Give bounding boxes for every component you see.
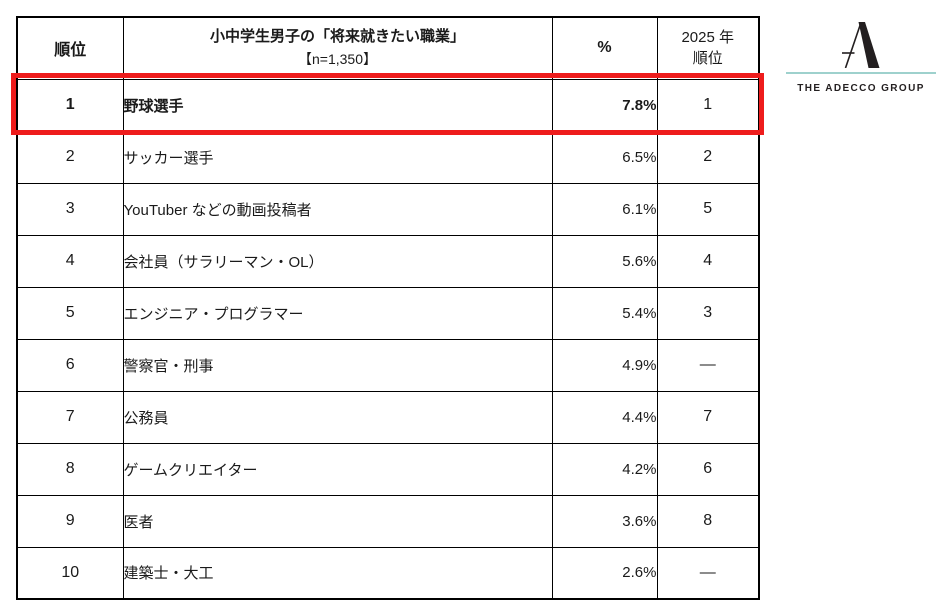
percent-cell: 2.6%	[551, 546, 658, 600]
job-cell: エンジニア・プログラマー	[122, 286, 553, 340]
logo-wordmark: THE ADECCO GROUP	[797, 83, 925, 94]
rank-cell: 5	[16, 286, 124, 340]
header-row: 順位 小中学生男子の「将来就きたい職業」 【n=1,350】 % 2025 年 …	[16, 16, 760, 80]
percent-cell: 6.5%	[551, 130, 658, 184]
table-row: 6 警察官・刑事 4.9% —	[16, 338, 760, 392]
col-header-2025-rank: 2025 年 順位	[656, 16, 760, 80]
col-header-percent: %	[551, 16, 658, 80]
table-sample-size: 【n=1,350】	[298, 51, 377, 68]
rank2025-cell: 4	[656, 234, 760, 288]
percent-cell: 4.2%	[551, 442, 658, 496]
percent-cell: 3.6%	[551, 494, 658, 548]
rank2025-cell: 8	[656, 494, 760, 548]
rank-cell: 1	[16, 78, 124, 132]
table-row: 9 医者 3.6% 8	[16, 494, 760, 548]
job-cell: 野球選手	[122, 78, 553, 132]
table-row: 5 エンジニア・プログラマー 5.4% 3	[16, 286, 760, 340]
rank-cell: 2	[16, 130, 124, 184]
rank-cell: 9	[16, 494, 124, 548]
table-row: 4 会社員（サラリーマン・OL） 5.6% 4	[16, 234, 760, 288]
table-row: 7 公務員 4.4% 7	[16, 390, 760, 444]
job-cell: 医者	[122, 494, 553, 548]
job-cell: サッカー選手	[122, 130, 553, 184]
rank2025-cell: 2	[656, 130, 760, 184]
percent-header-label: %	[597, 39, 612, 57]
job-cell: YouTuber などの動画投稿者	[122, 182, 553, 236]
adecco-a-icon	[842, 22, 880, 68]
percent-cell: 7.8%	[551, 78, 658, 132]
col-header-rank: 順位	[16, 16, 124, 80]
logo-divider	[786, 72, 936, 74]
rank-header-label: 順位	[54, 42, 87, 60]
rank2025-cell: 5	[656, 182, 760, 236]
rank-cell: 3	[16, 182, 124, 236]
job-cell: ゲームクリエイター	[122, 442, 553, 496]
rank-cell: 10	[16, 546, 124, 600]
rank2025-cell: 7	[656, 390, 760, 444]
rank2025-cell: 3	[656, 286, 760, 340]
job-cell: 会社員（サラリーマン・OL）	[122, 234, 553, 288]
table-row: 10 建築士・大工 2.6% —	[16, 546, 760, 600]
rank-cell: 8	[16, 442, 124, 496]
adecco-group-logo: THE ADECCO GROUP	[786, 22, 936, 94]
table-row: 1 野球選手 7.8% 1	[16, 78, 760, 132]
table-row: 2 サッカー選手 6.5% 2	[16, 130, 760, 184]
rank-cell: 7	[16, 390, 124, 444]
job-cell: 公務員	[122, 390, 553, 444]
rank-cell: 6	[16, 338, 124, 392]
year-2025-label: 2025 年	[681, 28, 735, 46]
percent-cell: 4.4%	[551, 390, 658, 444]
table-row: 3 YouTuber などの動画投稿者 6.1% 5	[16, 182, 760, 236]
job-cell: 警察官・刑事	[122, 338, 553, 392]
rank2025-cell: —	[656, 546, 760, 600]
percent-cell: 5.6%	[551, 234, 658, 288]
percent-cell: 6.1%	[551, 182, 658, 236]
rank2025-cell: 6	[656, 442, 760, 496]
percent-cell: 5.4%	[551, 286, 658, 340]
percent-cell: 4.9%	[551, 338, 658, 392]
ranking-table: 順位 小中学生男子の「将来就きたい職業」 【n=1,350】 % 2025 年 …	[16, 16, 760, 600]
col-header-job: 小中学生男子の「将来就きたい職業」 【n=1,350】	[122, 16, 553, 80]
rank2025-cell: —	[656, 338, 760, 392]
job-cell: 建築士・大工	[122, 546, 553, 600]
rank2025-cell: 1	[656, 78, 760, 132]
year-2025-rank-label: 順位	[692, 50, 723, 68]
table-row: 8 ゲームクリエイター 4.2% 6	[16, 442, 760, 496]
table-title: 小中学生男子の「将来就きたい職業」	[209, 28, 465, 46]
rank-cell: 4	[16, 234, 124, 288]
